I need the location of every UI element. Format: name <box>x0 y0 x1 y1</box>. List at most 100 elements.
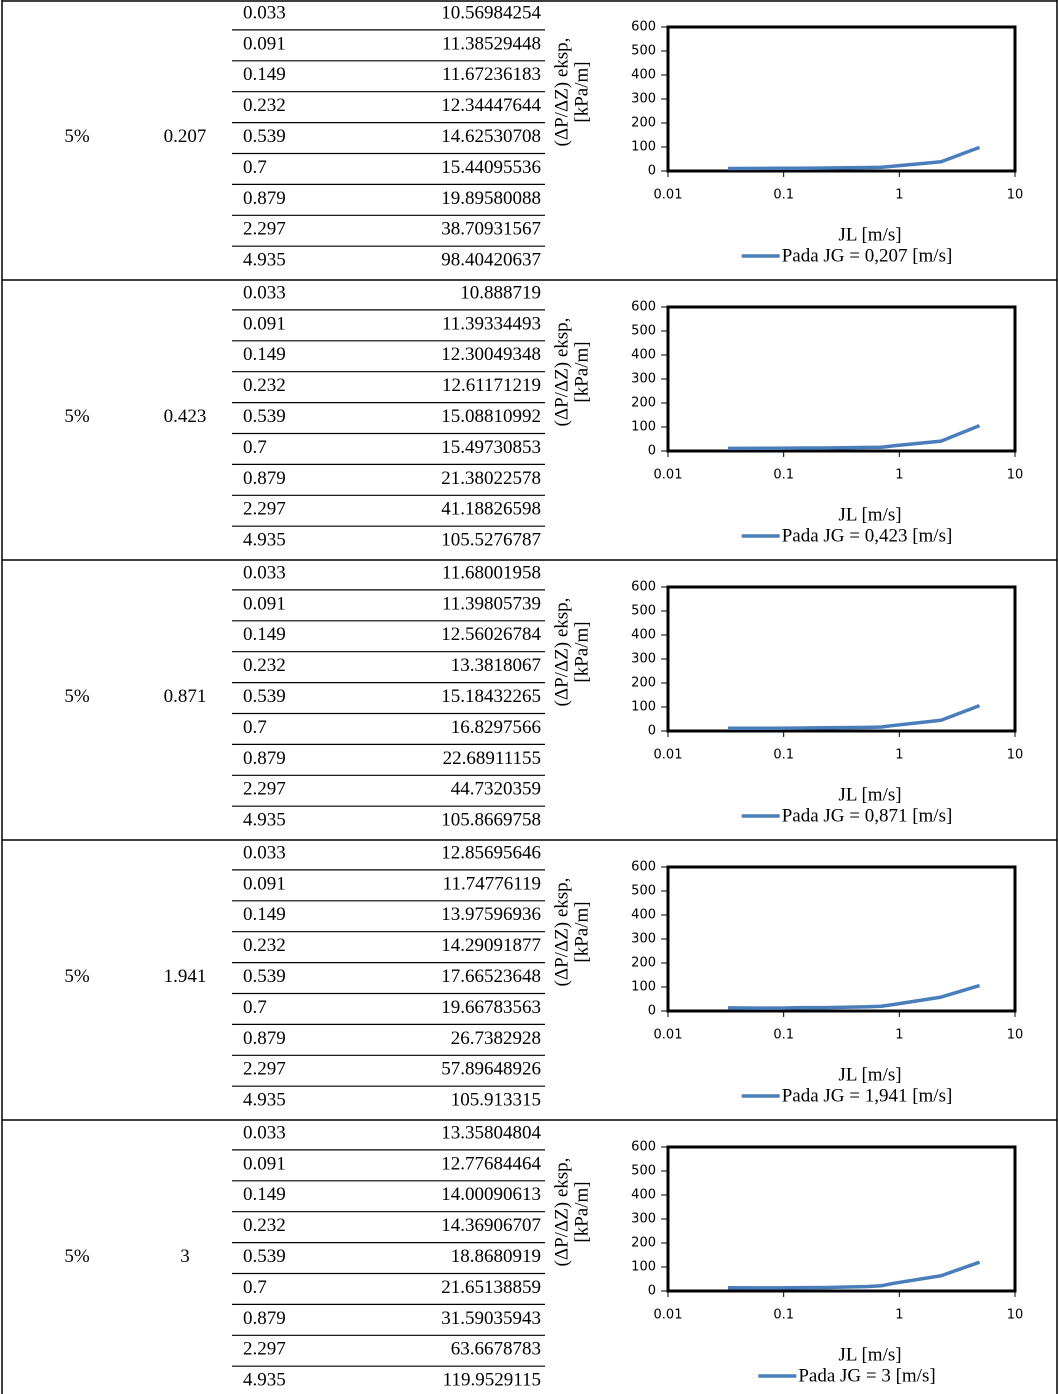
jl-value: 0.7 <box>243 1277 267 1298</box>
dp-value: 12.56026784 <box>441 624 541 645</box>
plot-area <box>666 865 1017 1013</box>
y-axis-label: [kPa/m] <box>571 61 592 122</box>
dp-value: 13.35804804 <box>441 1122 541 1143</box>
concentration: 5% <box>64 126 90 147</box>
dp-value: 14.62530708 <box>441 126 541 147</box>
x-tick-label: 0.1 <box>773 188 794 203</box>
y-axis-label: (ΔP/ΔZ) eksp, <box>551 318 572 427</box>
y-tick-label: 0 <box>648 164 656 179</box>
x-tick-label: 0.01 <box>654 1028 683 1043</box>
dp-value: 19.89580088 <box>441 188 541 209</box>
legend-label: Pada JG = 0,207 [m/s] <box>782 245 953 266</box>
jl-value: 0.033 <box>243 1122 286 1143</box>
plot-area <box>666 585 1017 733</box>
dp-value: 19.66783563 <box>441 997 541 1018</box>
y-tick-label: 100 <box>631 1260 656 1275</box>
x-tick-label: 0.1 <box>773 1028 794 1043</box>
dp-value: 11.74776119 <box>443 873 541 894</box>
jl-value: 0.033 <box>243 842 286 863</box>
dp-value: 10.56984254 <box>441 2 541 23</box>
dp-value: 15.08810992 <box>441 406 541 427</box>
concentration: 5% <box>64 406 90 427</box>
jg-value: 3 <box>180 1246 190 1267</box>
y-tick-label: 600 <box>631 580 656 595</box>
plot-area <box>666 1145 1017 1293</box>
y-tick-label: 400 <box>631 908 656 923</box>
dp-value: 11.39805739 <box>442 593 541 614</box>
jl-value: 4.935 <box>243 1090 286 1111</box>
dp-value: 44.7320359 <box>451 779 541 800</box>
y-tick-label: 500 <box>631 604 656 619</box>
jl-value: 0.149 <box>243 344 286 365</box>
jl-value: 2.297 <box>243 499 286 520</box>
dp-value: 21.38022578 <box>441 468 541 489</box>
jl-value: 0.539 <box>243 126 286 147</box>
dp-value: 26.7382928 <box>451 1028 541 1049</box>
y-axis-label: (ΔP/ΔZ) eksp, <box>551 878 572 987</box>
jl-value: 0.539 <box>243 966 286 987</box>
x-axis-label: JL [m/s] <box>838 1064 901 1085</box>
x-tick-label: 10 <box>1007 188 1024 203</box>
y-tick-label: 300 <box>631 652 656 667</box>
plot-area <box>666 25 1017 173</box>
dp-value: 22.68911155 <box>443 748 541 769</box>
legend-label: Pada JG = 0,423 [m/s] <box>782 525 953 546</box>
jl-value: 2.297 <box>243 219 286 240</box>
dp-value: 41.18826598 <box>441 499 541 520</box>
y-tick-label: 300 <box>631 932 656 947</box>
dp-value: 15.49730853 <box>441 437 541 458</box>
dp-value: 57.89648926 <box>441 1059 541 1080</box>
y-tick-label: 600 <box>631 860 656 875</box>
jg-value: 0.871 <box>164 686 207 707</box>
dp-value: 63.6678783 <box>451 1339 541 1360</box>
data-line <box>727 703 981 731</box>
data-line <box>727 983 981 1010</box>
x-tick-label: 0.1 <box>773 468 794 483</box>
x-tick-label: 0.01 <box>654 468 683 483</box>
dp-value: 14.29091877 <box>441 935 541 956</box>
jl-value: 0.879 <box>243 1308 286 1329</box>
y-tick-label: 500 <box>631 324 656 339</box>
y-axis-label: (ΔP/ΔZ) eksp, <box>551 1158 572 1267</box>
dp-value: 15.44095536 <box>441 157 541 178</box>
data-line <box>727 424 981 451</box>
jl-value: 0.879 <box>243 1028 286 1049</box>
dp-value: 98.40420637 <box>441 250 541 271</box>
jl-value: 2.297 <box>243 1059 286 1080</box>
dp-value: 17.66523648 <box>441 966 541 987</box>
jl-value: 0.879 <box>243 748 286 769</box>
x-tick-label: 0.1 <box>773 748 794 763</box>
y-axis-label: (ΔP/ΔZ) eksp, <box>551 598 572 707</box>
jl-value: 0.232 <box>243 655 286 676</box>
y-axis-label: [kPa/m] <box>571 621 592 682</box>
dp-value: 13.97596936 <box>441 904 541 925</box>
jl-value: 0.033 <box>243 282 286 303</box>
jl-value: 0.033 <box>243 2 286 23</box>
jl-value: 0.879 <box>243 468 286 489</box>
dp-value: 12.77684464 <box>441 1153 541 1174</box>
jl-value: 0.232 <box>243 375 286 396</box>
y-axis-label: (ΔP/ΔZ) eksp, <box>551 38 572 147</box>
jl-value: 0.7 <box>243 717 267 738</box>
dp-value: 13.3818067 <box>451 655 541 676</box>
x-tick-label: 1 <box>895 1308 903 1323</box>
dp-value: 31.59035943 <box>441 1308 541 1329</box>
y-axis-label: [kPa/m] <box>571 901 592 962</box>
jl-value: 2.297 <box>243 779 286 800</box>
jl-value: 0.232 <box>243 95 286 116</box>
dp-value: 15.18432265 <box>441 686 541 707</box>
concentration: 5% <box>64 1246 90 1267</box>
jl-value: 4.935 <box>243 530 286 551</box>
x-tick-label: 10 <box>1007 468 1024 483</box>
y-tick-label: 600 <box>631 20 656 35</box>
jl-value: 0.232 <box>243 1215 286 1236</box>
jl-value: 4.935 <box>243 1370 286 1391</box>
dp-value: 12.30049348 <box>441 344 541 365</box>
jl-value: 0.539 <box>243 686 286 707</box>
y-tick-label: 0 <box>648 1284 656 1299</box>
y-tick-label: 100 <box>631 140 656 155</box>
legend-label: Pada JG = 3 [m/s] <box>798 1365 935 1386</box>
dp-value: 105.5276787 <box>441 530 541 551</box>
y-tick-label: 100 <box>631 420 656 435</box>
